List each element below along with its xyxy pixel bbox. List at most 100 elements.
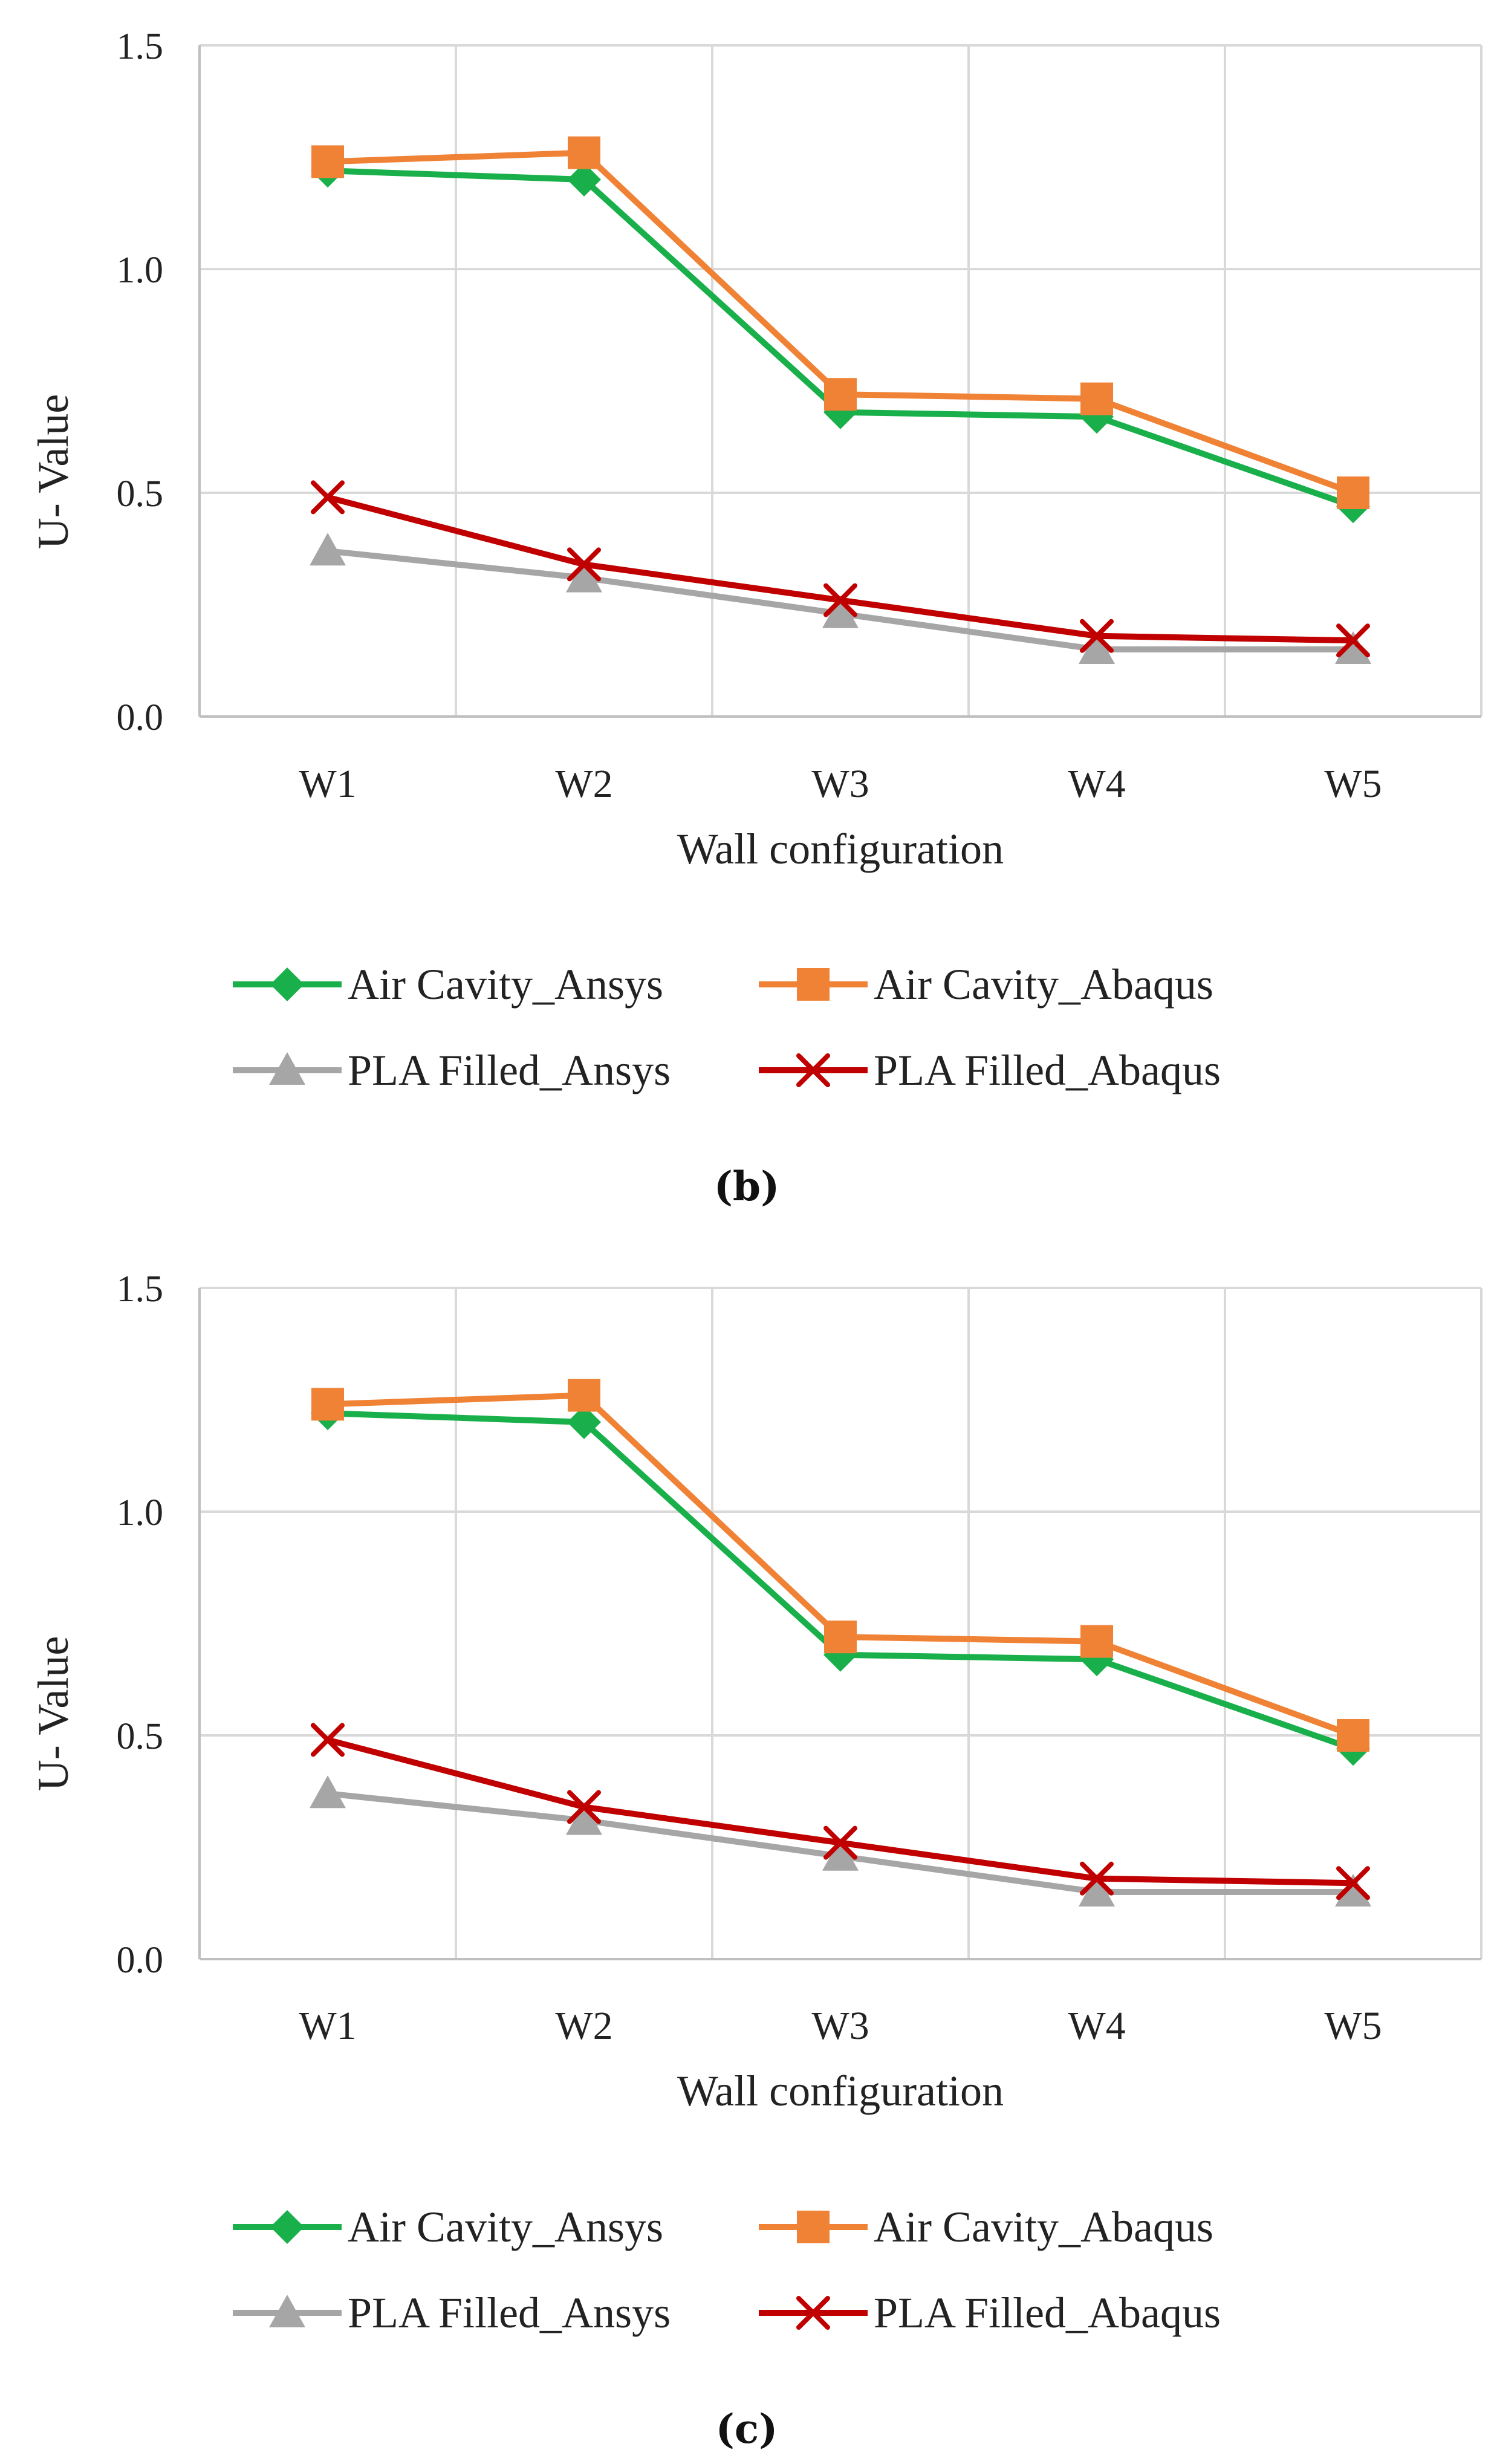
chart-b-y-tick-label: 0.0 [117, 697, 164, 738]
chart-c-y-tick-label: 0.5 [117, 1716, 164, 1757]
chart-c-point-air-cavity-abaqus [311, 1388, 344, 1421]
chart-b-point-air-cavity-abaqus [824, 378, 857, 411]
chart-c-x-tick-label: W1 [299, 2004, 356, 2048]
chart-b-series-air-cavity-abaqus [311, 136, 1369, 509]
chart-c-legend-label: PLA Filled_Ansys [348, 2289, 671, 2337]
chart-b-point-air-cavity-abaqus [311, 145, 344, 178]
chart-c-y-tick-label: 1.0 [117, 1492, 164, 1533]
chart-c-x-tick-label: W5 [1324, 2004, 1382, 2048]
chart-b-series-pla-filled-ansys [310, 533, 1371, 664]
chart-c-legend-marker [797, 2211, 830, 2243]
chart-c-point-pla-filled-ansys [822, 1838, 859, 1871]
chart-c-point-air-cavity-abaqus [568, 1379, 600, 1412]
chart-c-caption: (c) [716, 2405, 778, 2453]
chart-b-point-pla-filled-ansys [566, 559, 602, 593]
chart-c-point-pla-filled-ansys [1079, 1874, 1115, 1907]
chart-b-point-air-cavity-abaqus [1080, 382, 1113, 415]
chart-c-point-air-cavity-abaqus [1080, 1625, 1113, 1658]
chart-c-series-pla-filled-abaqus [311, 1723, 1370, 1900]
chart-c-x-ticks: W1 W2 W3 W4 W5 [299, 2004, 1382, 2048]
chart-c-point-pla-filled-ansys [310, 1775, 346, 1809]
chart-b-caption: (b) [714, 1163, 780, 1210]
chart-b-point-pla-filled-abaqus [823, 583, 857, 617]
chart-b-x-tick-label: W3 [811, 762, 869, 806]
chart-c-point-pla-filled-abaqus [1336, 1866, 1370, 1900]
chart-b-legend-marker [270, 967, 304, 1001]
chart-c-y-tick-label: 0.0 [117, 1940, 164, 1981]
chart-b-y-ticks: 0.0 0.5 1.0 1.5 [117, 26, 164, 738]
chart-c-legend-marker [270, 2210, 304, 2244]
chart-b-legend-item-pla-filled-abaqus: PLA Filled_Abaqus [759, 1046, 1221, 1094]
chart-c-point-pla-filled-ansys [566, 1802, 602, 1835]
chart-b-legend-item-pla-filled-ansys: PLA Filled_Ansys [233, 1046, 671, 1094]
chart-b-point-pla-filled-abaqus [1336, 623, 1370, 658]
chart-b-x-axis-title: Wall configuration [677, 825, 1004, 873]
chart-c-axes [198, 1288, 1481, 1960]
chart-b-legend-label: PLA Filled_Ansys [348, 1046, 671, 1094]
chart-c-x-axis-title: Wall configuration [677, 2067, 1004, 2115]
chart-b-legend-label: Air Cavity_Abaqus [874, 960, 1213, 1009]
chart-c-grid [200, 1287, 1483, 1959]
chart-b-legend-marker [797, 968, 830, 1001]
chart-c-point-air-cavity-ansys [567, 1405, 601, 1439]
chart-b-x-ticks: W1 W2 W3 W4 W5 [299, 762, 1382, 806]
chart-b-point-pla-filled-abaqus [567, 547, 601, 582]
chart-b-series [310, 136, 1371, 664]
chart-b-point-air-cavity-abaqus [568, 136, 600, 169]
chart-b-legend-label: PLA Filled_Abaqus [874, 1046, 1221, 1094]
chart-c-series-pla-filled-ansys [310, 1775, 1371, 1907]
chart-c-point-pla-filled-abaqus [311, 1723, 345, 1757]
chart-c-series-air-cavity-abaqus [311, 1379, 1369, 1752]
chart-b-point-pla-filled-ansys [822, 595, 859, 628]
chart-c-point-pla-filled-abaqus [1080, 1861, 1114, 1896]
chart-b-legend-label: Air Cavity_Ansys [348, 960, 663, 1009]
chart-c-legend-label: Air Cavity_Abaqus [874, 2203, 1213, 2251]
chart-c-point-air-cavity-abaqus [1337, 1719, 1369, 1752]
chart-c-x-tick-label: W2 [555, 2004, 612, 2048]
chart-b-legend-item-air-cavity-ansys: Air Cavity_Ansys [233, 960, 663, 1009]
chart-b-x-tick-label: W1 [299, 762, 356, 806]
chart-b-point-pla-filled-ansys [310, 533, 346, 566]
chart-b-y-tick-label: 0.5 [117, 473, 164, 515]
chart-c: 0.0 0.5 1.0 1.5 W1 W2 W3 W4 W5 Wall configurati… [29, 1269, 1483, 2453]
chart-c-point-air-cavity-abaqus [824, 1620, 857, 1654]
chart-c-point-pla-filled-ansys [1335, 1874, 1371, 1907]
chart-b-point-pla-filled-abaqus [1080, 619, 1114, 653]
chart-c-y-ticks: 0.0 0.5 1.0 1.5 [117, 1269, 164, 1981]
chart-c-point-pla-filled-abaqus [567, 1790, 601, 1824]
chart-c-legend-label: Air Cavity_Ansys [348, 2203, 663, 2251]
chart-c-point-pla-filled-abaqus [823, 1825, 857, 1860]
chart-b-series-pla-filled-abaqus [311, 480, 1370, 658]
chart-b-point-pla-filled-ansys [1335, 631, 1371, 664]
chart-c-legend-label: PLA Filled_Abaqus [874, 2289, 1221, 2337]
chart-c-legend-item-pla-filled-abaqus: PLA Filled_Abaqus [759, 2289, 1221, 2337]
chart-b-x-tick-label: W4 [1068, 762, 1125, 806]
chart-b-point-pla-filled-abaqus [311, 480, 345, 515]
chart-b: 0.0 0.5 1.0 1.5 W1 W2 W3 W4 W5 Wall configurati… [29, 26, 1483, 1210]
chart-c-legend-item-air-cavity-ansys: Air Cavity_Ansys [233, 2203, 663, 2251]
chart-b-x-tick-label: W2 [555, 762, 612, 806]
chart-c-series [310, 1379, 1371, 1907]
chart-c-legend-item-pla-filled-ansys: PLA Filled_Ansys [233, 2289, 671, 2337]
chart-b-point-pla-filled-ansys [1079, 631, 1115, 664]
chart-b-x-tick-label: W5 [1324, 762, 1382, 806]
chart-c-x-tick-label: W3 [811, 2004, 869, 2048]
chart-b-point-air-cavity-abaqus [1337, 476, 1369, 509]
chart-c-legend-item-air-cavity-abaqus: Air Cavity_Abaqus [759, 2203, 1213, 2251]
chart-b-y-tick-label: 1.5 [117, 26, 164, 67]
chart-b-legend-item-air-cavity-abaqus: Air Cavity_Abaqus [759, 960, 1213, 1009]
chart-c-legend-marker [269, 2295, 305, 2327]
chart-b-legend-marker [796, 1053, 830, 1087]
chart-b-legend-marker [269, 1052, 305, 1085]
chart-c-x-tick-label: W4 [1068, 2004, 1125, 2048]
chart-c-y-tick-label: 1.5 [117, 1269, 164, 1310]
chart-c-y-axis-title: U- Value [29, 1636, 77, 1792]
chart-c-legend-marker [796, 2296, 830, 2330]
chart-b-point-air-cavity-ansys [567, 163, 601, 197]
chart-b-y-tick-label: 1.0 [117, 250, 164, 291]
chart-b-axes [198, 45, 1481, 718]
chart-b-legend: Air Cavity_Ansys Air Cavity_Abaqus PLA Fil… [233, 960, 1221, 1094]
chart-c-legend: Air Cavity_Ansys Air Cavity_Abaqus PLA Fil… [233, 2203, 1221, 2337]
chart-b-y-axis-title: U- Value [29, 394, 77, 550]
